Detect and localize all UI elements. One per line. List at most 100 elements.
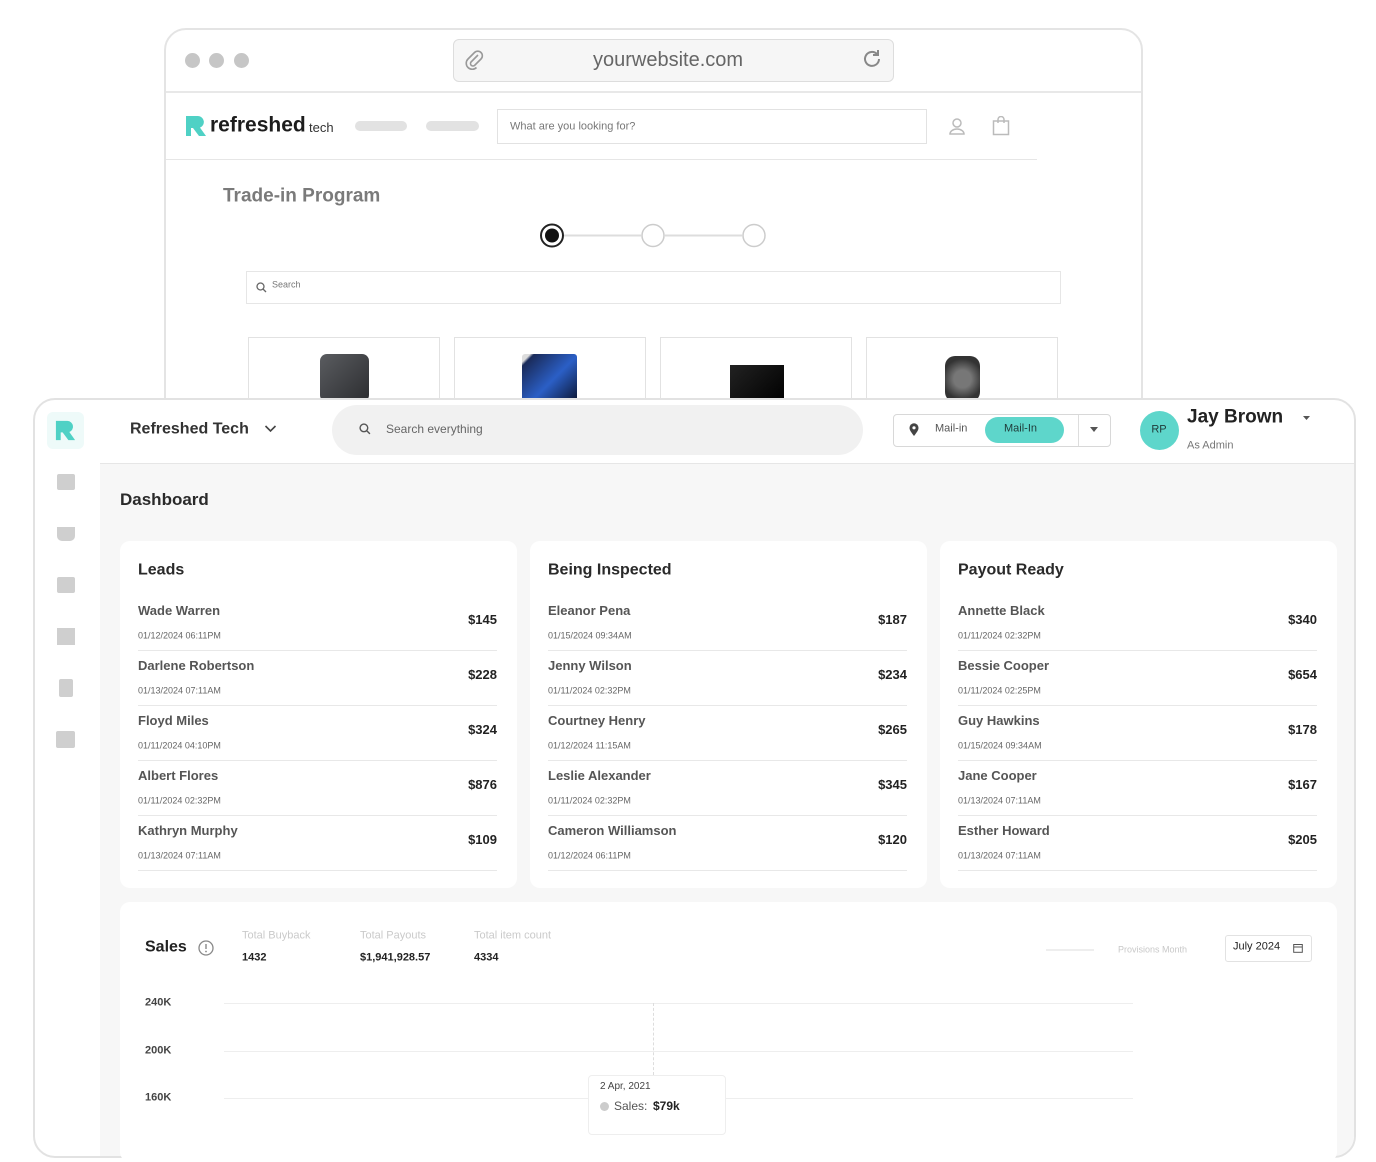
row-amount: $340 [1288, 612, 1317, 628]
search-icon [359, 423, 371, 435]
panel-title: Being Inspected [548, 561, 672, 579]
panel-title: Payout Ready [958, 561, 1064, 579]
row-date: 01/13/2024 07:11AM [138, 685, 221, 696]
row-name[interactable]: Guy Hawkins [958, 713, 1040, 729]
row-name[interactable]: Bessie Cooper [958, 658, 1050, 674]
hover-line [653, 1003, 654, 1075]
attach-icon [465, 50, 484, 70]
reload-icon[interactable] [861, 48, 883, 70]
row-divider [958, 815, 1317, 816]
store-search[interactable] [497, 109, 927, 144]
row-name[interactable]: Kathryn Murphy [138, 823, 238, 839]
stat-value: $1,941,928.57 [360, 951, 431, 964]
panel-title: Leads [138, 561, 185, 579]
row-name[interactable]: Jane Cooper [958, 768, 1037, 784]
row-amount: $187 [878, 612, 907, 628]
mode-option[interactable]: Mail-in [935, 422, 968, 435]
row-name[interactable]: Wade Warren [138, 603, 221, 619]
avatar[interactable] [1140, 411, 1179, 450]
row-divider [548, 760, 907, 761]
row-amount: $109 [468, 832, 497, 848]
row-amount: $345 [878, 777, 907, 793]
nav-basket[interactable] [57, 527, 75, 541]
row-divider [138, 815, 497, 816]
row-amount: $234 [878, 667, 907, 683]
row-divider [548, 870, 907, 871]
row-name[interactable]: Esther Howard [958, 823, 1050, 839]
row-name[interactable]: Albert Flores [138, 768, 219, 784]
tooltip-date: 2 Apr, 2021 [600, 1081, 651, 1092]
stat-label: Total Payouts [360, 929, 427, 942]
stat-value: 4334 [474, 951, 499, 964]
row-name[interactable]: Jenny Wilson [548, 658, 632, 674]
row-divider [548, 815, 907, 816]
tooltip-dot [600, 1102, 609, 1111]
mode-dropdown[interactable] [1090, 427, 1098, 432]
row-name[interactable]: Darlene Robertson [138, 658, 255, 674]
calendar-icon [1293, 944, 1303, 953]
row-name[interactable]: Floyd Miles [138, 713, 209, 729]
y-tick-label: 240K [145, 996, 172, 1009]
url-bar[interactable] [453, 39, 894, 82]
user-menu-caret[interactable] [1303, 416, 1310, 420]
window-dot [209, 53, 224, 68]
tooltip-value: $79k [653, 1098, 680, 1113]
nav-reports[interactable] [59, 679, 73, 697]
nav-store[interactable] [57, 474, 75, 490]
row-amount: $178 [1288, 722, 1317, 738]
avatar-initials: RP [1151, 423, 1167, 436]
sales-card [120, 902, 1337, 1162]
brand-logo [186, 116, 206, 136]
sales-title: Sales [145, 938, 187, 956]
row-name[interactable]: Leslie Alexander [548, 768, 651, 784]
cart-icon[interactable] [992, 116, 1010, 136]
row-amount: $228 [468, 667, 497, 683]
row-divider [138, 650, 497, 651]
nav-inventory[interactable] [57, 628, 75, 645]
row-date: 01/15/2024 09:34AM [958, 740, 1042, 751]
row-date: 01/11/2024 04:10PM [138, 740, 221, 751]
row-name[interactable]: Eleanor Pena [548, 603, 631, 619]
global-search[interactable] [332, 405, 863, 455]
period-value: July 2024 [1233, 940, 1281, 953]
row-divider [958, 870, 1317, 871]
row-divider [958, 760, 1317, 761]
row-date: 01/11/2024 02:25PM [958, 685, 1041, 696]
info-icon[interactable] [198, 940, 214, 956]
period-picker[interactable] [1225, 935, 1312, 962]
row-date: 01/12/2024 06:11PM [548, 850, 631, 861]
panel [940, 541, 1337, 888]
row-amount: $167 [1288, 777, 1317, 793]
product-image [730, 365, 784, 402]
window-dot [185, 53, 200, 68]
row-divider [138, 870, 497, 871]
app-logo-mark [55, 420, 76, 441]
row-amount: $205 [1288, 832, 1317, 848]
grid-line [224, 1050, 1133, 1052]
row-name[interactable]: Annette Black [958, 603, 1045, 619]
nav-placeholder [355, 121, 407, 131]
grid-line [224, 1003, 1133, 1004]
browser-toolbar-divider [166, 91, 1141, 93]
row-amount: $324 [468, 722, 497, 738]
row-name[interactable]: Courtney Henry [548, 713, 646, 729]
product-image [945, 356, 980, 402]
stat-label: Total Buyback [242, 929, 311, 942]
org-chevron[interactable] [264, 424, 277, 434]
account-icon[interactable] [948, 117, 966, 135]
nav-shipping[interactable] [57, 577, 75, 593]
row-divider [958, 650, 1317, 651]
org-name[interactable]: Refreshed Tech [130, 420, 249, 438]
row-date: 01/11/2024 02:32PM [138, 795, 221, 806]
row-divider [548, 650, 907, 651]
row-name[interactable]: Cameron Williamson [548, 823, 677, 839]
row-date: 01/13/2024 07:11AM [958, 850, 1041, 861]
trade-search[interactable] [246, 271, 1061, 304]
mode-divider [1078, 415, 1079, 446]
product-image [522, 354, 577, 402]
mode-option-active[interactable] [985, 417, 1064, 443]
row-divider [548, 705, 907, 706]
user-name: Jay Brown [1187, 406, 1284, 428]
nav-contacts[interactable] [56, 731, 75, 748]
panel [120, 541, 517, 888]
